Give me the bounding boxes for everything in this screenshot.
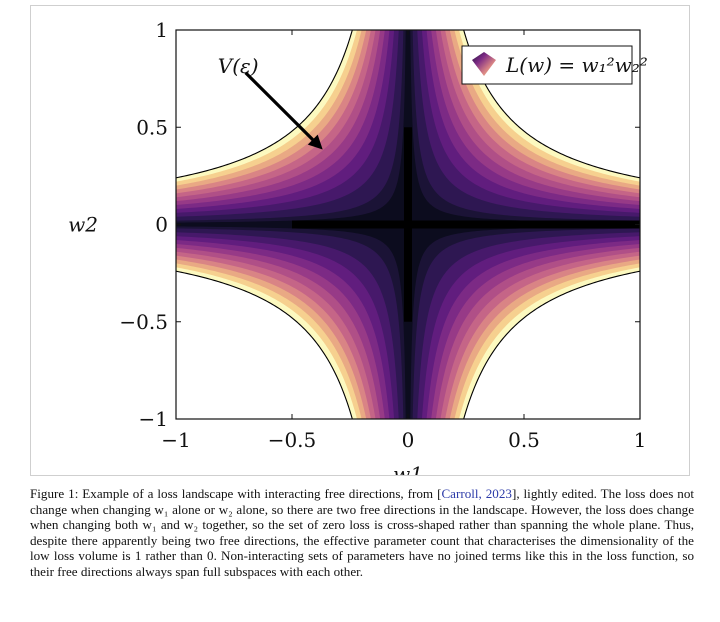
figure-caption: Figure 1: Example of a loss landscape wi… (30, 486, 694, 580)
contour-boundary (176, 30, 640, 419)
x-tick-label: 1 (634, 428, 647, 452)
caption-text-2: ], lightly edited. The loss does not cha… (30, 486, 695, 579)
citation-link[interactable]: Carroll, 2023 (441, 486, 512, 501)
figure-frame: −1 −0.5 0 0.5 1 1 0.5 0 −0.5 −1 w1 w2 V(ε) L(w) =… (30, 5, 690, 476)
y-tick-label: 1 (155, 18, 168, 42)
y-tick-label: 0 (155, 213, 168, 237)
loss-landscape-chart: −1 −0.5 0 0.5 1 1 0.5 0 −0.5 −1 w1 w2 V(ε) L(w) =… (68, 18, 648, 475)
contour-boundary-q2 (463, 270, 640, 419)
zero-set-vertical (404, 127, 412, 322)
annotation-arrow-shaft (244, 71, 321, 148)
x-tick-label: 0.5 (508, 428, 540, 452)
y-tick-label: 0.5 (136, 115, 168, 139)
x-tick-label: −1 (161, 428, 190, 452)
annotation-arrow-head (307, 134, 323, 150)
x-tick-label: −0.5 (268, 428, 317, 452)
y-axis-label: w2 (68, 213, 98, 237)
x-axis-label: w1 (393, 462, 423, 475)
axis-ticks (175, 29, 641, 420)
legend: L(w) = w₁²w₂² (461, 45, 648, 85)
annotation: V(ε) (218, 54, 323, 150)
contour-boundary-q4 (176, 30, 353, 179)
zero-set-horizontal (292, 220, 640, 229)
y-tick-label: −1 (139, 407, 168, 431)
legend-label: L(w) = w₁²w₂² (505, 53, 648, 77)
zero-loss-set (292, 127, 640, 322)
legend-swatch (472, 52, 496, 76)
x-tick-label: 0 (402, 428, 415, 452)
annotation-label: V(ε) (218, 54, 259, 78)
y-tick-label: −0.5 (119, 310, 168, 334)
contour-boundary-q3 (176, 270, 353, 419)
tick-labels: −1 −0.5 0 0.5 1 1 0.5 0 −0.5 −1 (119, 18, 646, 452)
caption-text-1: Figure 1: Example of a loss landscape wi… (30, 486, 442, 501)
